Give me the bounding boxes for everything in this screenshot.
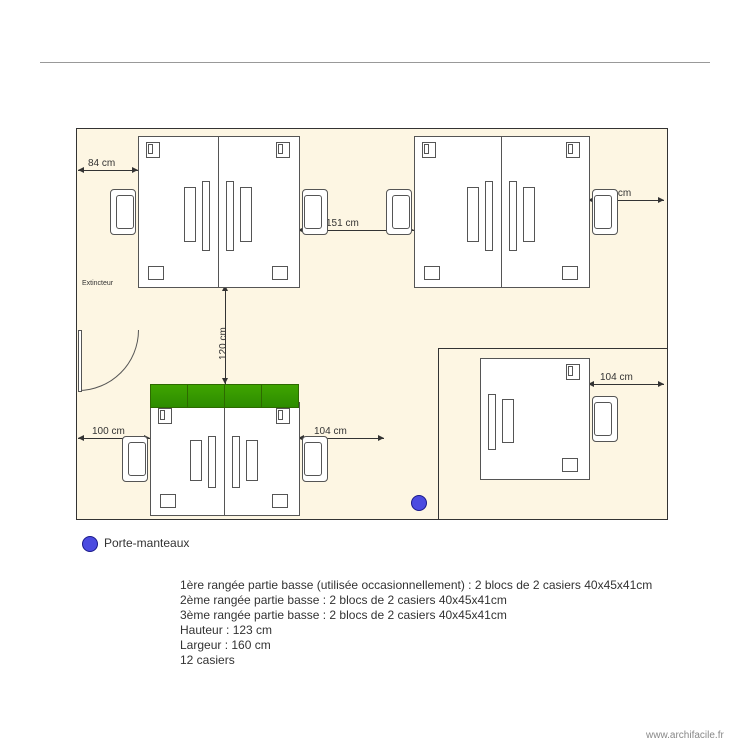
lockers-row (150, 384, 298, 406)
notes-line: 3ème rangée partie basse : 2 blocs de 2 … (180, 608, 507, 622)
dimension-label: 151 cm (326, 218, 359, 229)
keyboard-icon (246, 440, 258, 481)
notes-line: Hauteur : 123 cm (180, 623, 272, 637)
notes-line: 12 casiers (180, 653, 235, 667)
pc-tower-icon (562, 266, 578, 280)
monitor-icon (208, 436, 216, 488)
workstation-group (480, 358, 588, 478)
dimension-label: 84 cm (88, 158, 115, 169)
pc-tower-icon (272, 494, 288, 508)
keyboard-icon (190, 440, 202, 481)
monitor-icon (488, 394, 496, 450)
locker-unit (187, 384, 225, 408)
dimension-label: 100 cm (92, 426, 125, 437)
notes-line: Largeur : 160 cm (180, 638, 271, 652)
chair-seat (304, 195, 322, 229)
phone-icon (422, 142, 436, 158)
phone-icon (566, 142, 580, 158)
watermark-link[interactable]: www.archifacile.fr (646, 730, 724, 741)
monitor-icon (232, 436, 240, 488)
locker-unit (224, 384, 262, 408)
legend-label: Porte-manteaux (104, 536, 189, 550)
keyboard-icon (184, 187, 196, 242)
pc-tower-icon (272, 266, 288, 280)
pc-tower-icon (148, 266, 164, 280)
locker-unit (261, 384, 299, 408)
keyboard-icon (467, 187, 479, 242)
workstation-group (414, 136, 588, 286)
locker-unit (150, 384, 188, 408)
chair-seat (128, 442, 146, 476)
chair-seat (392, 195, 410, 229)
top-horizontal-rule (40, 62, 710, 63)
dimension-line (78, 170, 138, 171)
monitor-icon (202, 181, 210, 251)
legend-dot (82, 536, 98, 552)
chair-seat (594, 402, 612, 436)
coat-rack-marker (411, 495, 427, 511)
chair-seat (116, 195, 134, 229)
dimension-line (588, 384, 664, 385)
pc-tower-icon (424, 266, 440, 280)
door-leaf (78, 330, 82, 392)
monitor-icon (226, 181, 234, 251)
phone-icon (276, 142, 290, 158)
keyboard-icon (502, 399, 514, 443)
phone-icon (158, 408, 172, 424)
phone-icon (276, 408, 290, 424)
workstation-group (138, 136, 298, 286)
dimension-label: 104 cm (600, 372, 633, 383)
pc-tower-icon (562, 458, 578, 472)
chair-seat (594, 195, 612, 229)
chair-seat (304, 442, 322, 476)
monitor-icon (485, 181, 493, 251)
notes-line: 2ème rangée partie basse : 2 blocs de 2 … (180, 593, 507, 607)
pc-tower-icon (160, 494, 176, 508)
phone-icon (566, 364, 580, 380)
phone-icon (146, 142, 160, 158)
monitor-icon (509, 181, 517, 251)
notes-line: 1ère rangée partie basse (utilisée occas… (180, 578, 652, 592)
extinguisher-label: Extincteur (82, 280, 113, 287)
keyboard-icon (523, 187, 535, 242)
keyboard-icon (240, 187, 252, 242)
dimension-label: 120 cm (218, 327, 229, 360)
workstation-group (150, 402, 298, 514)
